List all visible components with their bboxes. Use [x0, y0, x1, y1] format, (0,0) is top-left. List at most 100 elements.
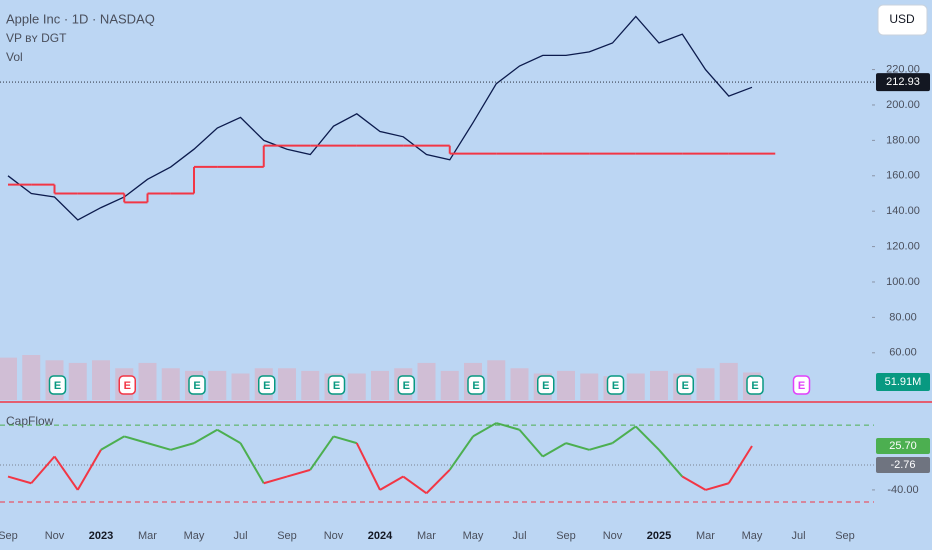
oscillator-segment — [448, 435, 474, 471]
x-tick-label: May — [742, 530, 763, 542]
oscillator-segment — [495, 422, 520, 431]
earnings-badge — [48, 375, 67, 395]
oscillator-segment — [727, 445, 753, 484]
volume-bar — [371, 370, 389, 400]
x-tick-label: Sep — [277, 530, 297, 542]
x-tick-label: Nov — [324, 530, 344, 542]
x-tick-label: Nov — [45, 530, 65, 542]
x-tick-label: Jul — [791, 530, 805, 542]
oscillator-segment — [53, 455, 79, 491]
signal-label: -2.76 — [890, 459, 915, 471]
oscillator-segment — [472, 422, 497, 438]
volume-bar — [696, 368, 715, 400]
earnings-badge — [606, 375, 625, 395]
oscillator-segment — [76, 449, 102, 491]
oscillator-segment — [355, 442, 381, 491]
oscillator-value-label: 25.70 — [889, 440, 917, 452]
volume-bar — [557, 370, 575, 400]
earnings-label: E — [798, 380, 805, 392]
oscillator-segment — [30, 455, 56, 484]
earnings-badge — [188, 375, 206, 395]
volume-value-box — [876, 373, 930, 391]
volume-bar — [161, 368, 180, 400]
oscillator-segment — [100, 435, 125, 451]
x-tick-label: Sep — [0, 530, 18, 542]
earnings-badge — [746, 375, 764, 395]
volume-bar — [580, 373, 599, 400]
oscillator-segment — [542, 442, 567, 458]
oscillator-segment — [518, 429, 544, 458]
volume-bar — [719, 362, 738, 400]
y-tick-label: 220.00 — [886, 63, 920, 75]
oscillator-segment — [611, 425, 637, 444]
x-tick-label: Jul — [233, 530, 247, 542]
x-tick-label: Jul — [512, 530, 526, 542]
x-tick-label: May — [463, 530, 484, 542]
volume-bar — [487, 360, 506, 400]
oscillator-segment — [565, 442, 590, 451]
volume-bar — [138, 362, 157, 400]
oscillator-segment — [402, 475, 428, 495]
oscillator-segment — [147, 442, 172, 451]
signal-box — [876, 457, 930, 474]
earnings-label: E — [612, 380, 619, 392]
x-tick-label: Sep — [835, 530, 855, 542]
last-price-box — [876, 73, 930, 92]
earnings-label: E — [333, 380, 340, 392]
x-tick-label: Mar — [696, 530, 715, 542]
earnings-label: E — [403, 380, 410, 392]
earnings-label: E — [54, 380, 61, 392]
earnings-label: E — [682, 380, 689, 392]
y-tick-label: 80.00 — [889, 311, 917, 323]
x-tick-label: May — [184, 530, 205, 542]
oscillator-segment — [379, 475, 404, 491]
y-tick-label: 60.00 — [889, 347, 917, 359]
earnings-label: E — [472, 380, 479, 392]
oscillator-segment — [123, 435, 148, 445]
y-tick-label: 140.00 — [886, 205, 920, 217]
indicator-name: VP ʙʏ DGT — [6, 31, 67, 45]
earnings-badge — [258, 375, 276, 395]
oscillator-segment — [7, 475, 32, 485]
oscillator-segment — [705, 482, 730, 491]
x-tick-label: Sep — [556, 530, 576, 542]
earnings-label: E — [124, 380, 131, 392]
earnings-badge — [118, 375, 136, 395]
earnings-badge — [397, 375, 415, 395]
oscillator-segment — [309, 435, 335, 471]
y-tick-label: 180.00 — [886, 134, 920, 146]
oscillator-value-box — [876, 437, 930, 454]
oscillator-segment — [333, 435, 358, 445]
volume-bar — [231, 373, 250, 400]
oscillator-segment — [239, 442, 265, 484]
volume-bar — [301, 370, 320, 400]
earnings-label: E — [193, 380, 200, 392]
volume-bar — [347, 373, 366, 400]
oscillator-segment — [263, 475, 288, 485]
volume-bar — [278, 368, 296, 400]
y-tick-label: 160.00 — [886, 170, 920, 182]
earnings-badge — [327, 375, 346, 395]
volume-bar — [208, 370, 227, 400]
x-tick-label: 2025 — [647, 530, 671, 542]
earnings-label: E — [542, 380, 549, 392]
x-tick-label: Mar — [417, 530, 436, 542]
price-line — [7, 15, 753, 221]
volume-bar — [626, 373, 645, 400]
earnings-label: E — [263, 380, 270, 392]
x-tick-label: Mar — [138, 530, 157, 542]
earnings-badge — [676, 375, 694, 395]
currency-button[interactable] — [877, 4, 928, 36]
oscillator-segment — [286, 468, 311, 478]
earnings-badge — [537, 375, 555, 395]
volume-value-label: 51.91M — [885, 376, 922, 388]
volume-bar — [650, 370, 668, 400]
y-tick-label: 200.00 — [886, 99, 920, 111]
oscillator-title: CapFlow — [6, 414, 54, 428]
volume-bar — [417, 362, 436, 400]
y-tick-label: 100.00 — [886, 276, 920, 288]
currency-label[interactable]: USD — [889, 12, 915, 26]
volume-bar — [0, 357, 17, 400]
